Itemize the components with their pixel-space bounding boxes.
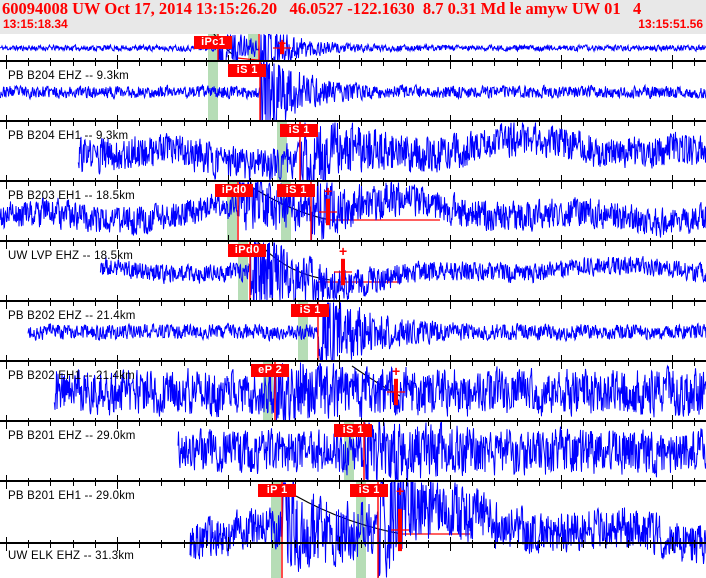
trace-separator [0,60,706,62]
trace-panel[interactable] [0,34,706,62]
trace-separator [0,542,706,544]
time-axis-ticks [0,415,706,431]
time-axis-ticks [0,175,706,191]
time-axis-ticks [0,355,706,371]
time-axis-ticks [0,55,706,71]
amplitude-marker-icon[interactable]: + [339,243,348,259]
trace-panel[interactable] [0,122,706,182]
window-end-time: 13:15:51.56 [638,17,703,31]
trace-separator [0,240,706,242]
amplitude-marker-icon[interactable]: + [396,483,405,499]
trace-panel[interactable] [0,362,706,422]
time-axis-ticks [0,537,706,553]
amplitude-marker-icon[interactable]: + [392,363,401,379]
phase-pick-label[interactable]: iS 1 [228,64,267,77]
phase-pick-label[interactable]: eP 2 [251,364,290,377]
trace-separator [0,480,706,482]
time-axis-ticks [0,235,706,251]
trace-panel[interactable] [0,482,706,578]
event-summary-line: 60094008 UW Oct 17, 2014 13:15:26.20 46.… [2,0,642,18]
phase-pick-label[interactable]: iP 1 [258,484,297,497]
time-axis-ticks [0,295,706,311]
event-header: 60094008 UW Oct 17, 2014 13:15:26.20 46.… [0,0,706,34]
trace-separator [0,180,706,182]
trace-stack: iPc1 + iS 1 iS 1 iPd0 iS 1 + iPd0 + iS 1 eP 2 + iS 1… [0,34,706,578]
phase-pick-label[interactable]: iPd0 [215,184,254,197]
trace-panel[interactable] [0,182,706,242]
phase-pick-label[interactable]: iS 1 [291,304,330,317]
trace-panel[interactable] [0,62,706,122]
trace-separator [0,360,706,362]
phase-pick-label[interactable]: iS 1 [280,124,319,137]
trace-separator [0,420,706,422]
phase-pick-label[interactable]: iS 1 [277,184,316,197]
time-axis-ticks [0,115,706,131]
phase-pick-label[interactable]: iPc1 [194,36,233,49]
amplitude-marker-icon[interactable]: + [278,35,287,51]
phase-pick-label[interactable]: iPd0 [228,244,267,257]
trace-panel[interactable] [0,242,706,302]
amplitude-marker-icon[interactable]: + [324,183,333,199]
window-start-time: 13:15:18.34 [3,17,68,31]
trace-separator [0,120,706,122]
phase-pick-label[interactable]: iS 1 [350,484,389,497]
trace-separator [0,300,706,302]
phase-pick-label[interactable]: iS 1 [334,424,373,437]
trace-panel[interactable] [0,302,706,362]
